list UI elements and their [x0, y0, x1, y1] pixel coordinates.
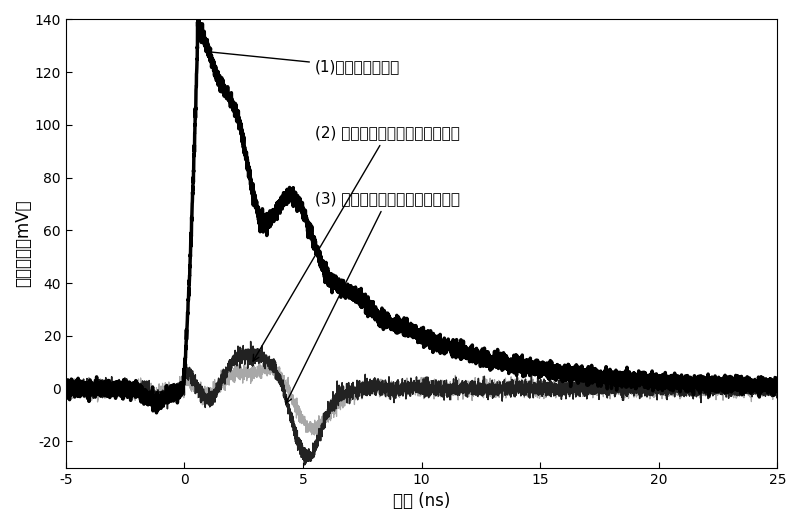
Y-axis label: 脉冲幅度（mV）: 脉冲幅度（mV）: [14, 200, 32, 287]
Text: (1)原始未处理信号: (1)原始未处理信号: [206, 49, 400, 74]
X-axis label: 时间 (ns): 时间 (ns): [393, 492, 450, 510]
Text: (3) 实验利用缓冲网络改善后信号: (3) 实验利用缓冲网络改善后信号: [286, 191, 460, 403]
Text: (2) 模拟利用缓冲网络改普后信号: (2) 模拟利用缓冲网络改普后信号: [253, 125, 460, 361]
